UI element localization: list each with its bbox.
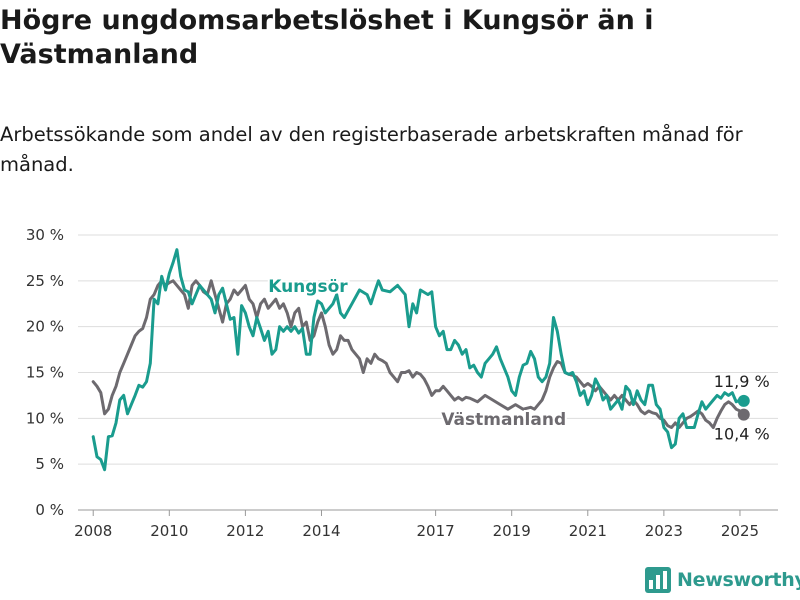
series-line-vastmanland <box>91 279 746 429</box>
y-axis: 0 % 5 % 10 % 15 % 20 % 25 % 30 % <box>26 226 64 519</box>
x-tick-label: 2008 <box>74 522 112 540</box>
gridlines <box>78 234 778 511</box>
end-label-vastmanland: 10,4 % <box>714 425 770 444</box>
chart-title: Högre ungdomsarbetslöshet i Kungsör än i… <box>0 5 654 70</box>
end-point-vastmanland <box>737 408 750 421</box>
y-tick-label: 30 % <box>26 226 64 244</box>
x-tick-label: 2025 <box>721 522 759 540</box>
y-tick-label: 20 % <box>26 318 64 336</box>
series-labels: 11,9 % 10,4 % Kungsör Västmanland <box>266 275 770 444</box>
end-point-kungsor <box>737 394 750 407</box>
end-label-kungsor: 11,9 % <box>714 372 770 391</box>
y-tick-label: 0 % <box>35 501 64 519</box>
series-lines <box>91 248 746 472</box>
y-tick-label: 15 % <box>26 364 64 382</box>
series-line-kungsor <box>91 248 746 472</box>
x-tick-label: 2021 <box>569 522 607 540</box>
x-tick-label: 2014 <box>302 522 340 540</box>
newsworthy-logo: Newsworthy <box>645 567 800 593</box>
bar-chart-icon <box>645 567 671 593</box>
x-tick-label: 2017 <box>417 522 455 540</box>
x-tick-label: 2023 <box>645 522 683 540</box>
x-tick-label: 2019 <box>493 522 531 540</box>
brand-name: Newsworthy <box>677 569 800 591</box>
y-tick-label: 10 % <box>26 409 64 427</box>
series-label-kungsor: Kungsör <box>268 277 348 297</box>
y-tick-label: 25 % <box>26 272 64 290</box>
y-tick-label: 5 % <box>35 455 64 473</box>
x-tick-label: 2012 <box>226 522 264 540</box>
line-chart: 0 %5 %10 %15 %20 %25 %30 % 2008 2010 2012 2… <box>26 226 778 540</box>
x-tick-label: 2010 <box>150 522 188 540</box>
series-label-vastmanland: Västmanland <box>441 410 566 430</box>
x-axis: 2008 2010 2012 2014 2017 2019 2021 2023 2025 <box>74 510 759 540</box>
chart-subtitle: Arbetssökande som andel av den registerb… <box>0 123 743 176</box>
